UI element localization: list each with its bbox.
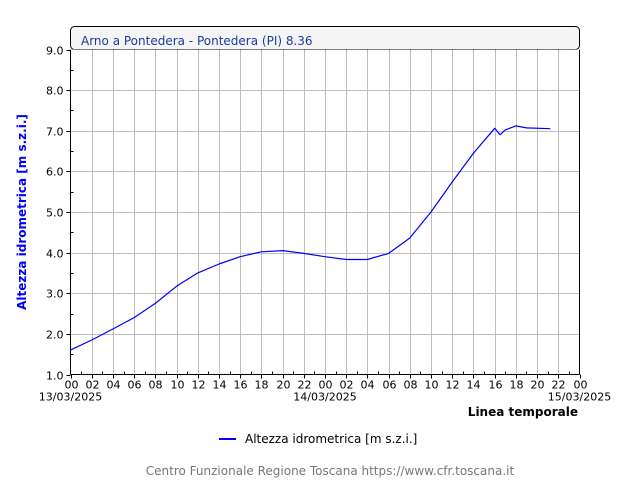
x-date-label: 15/03/2025 (548, 391, 611, 404)
y-tick-label: 6.0 (46, 166, 64, 179)
x-tick-label: 20 (531, 379, 545, 392)
axes: 00 02 04 06 08 10 12 14 16 18 20 22 00 02 04 06 08 10 12 14… (39, 45, 611, 404)
x-tick-label: 02 (86, 379, 100, 392)
x-tick-label: 16 (489, 379, 503, 392)
y-tick-label: 8.0 (46, 85, 64, 98)
y-tick-label: 4.0 (46, 248, 64, 261)
footer-credit: Centro Funzionale Regione Toscana https:… (146, 464, 515, 478)
x-tick-label: 12 (446, 379, 460, 392)
x-tick-label: 10 (171, 379, 185, 392)
x-date-label: 14/03/2025 (293, 391, 356, 404)
x-tick-label: 18 (255, 379, 269, 392)
x-tick-label: 08 (149, 379, 163, 392)
x-tick-label: 06 (383, 379, 397, 392)
x-tick-label: 00 (65, 379, 79, 392)
y-tick-label: 5.0 (46, 207, 64, 220)
x-tick-label: 14 (467, 379, 481, 392)
x-tick-label: 20 (277, 379, 291, 392)
x-tick-label: 08 (404, 379, 418, 392)
y-axis-label: Altezza idrometrica [m s.z.i.] (15, 114, 29, 310)
x-tick-label: 18 (510, 379, 524, 392)
y-tick-label: 2.0 (46, 329, 64, 342)
series (70, 125, 551, 351)
y-tick-label: 1.0 (46, 370, 64, 383)
x-tick-label: 04 (107, 379, 121, 392)
x-tick-label: 14 (213, 379, 227, 392)
x-tick-label: 16 (234, 379, 248, 392)
x-axis-label: Linea temporale (468, 405, 578, 419)
x-date-label: 13/03/2025 (39, 391, 102, 404)
x-tick-label: 04 (361, 379, 375, 392)
x-tick-label: 00 (319, 379, 333, 392)
x-tick-label: 12 (192, 379, 206, 392)
x-tick-label: 06 (128, 379, 142, 392)
x-tick-label: 02 (340, 379, 354, 392)
x-tick-label: 10 (425, 379, 439, 392)
series-line-0 (70, 125, 551, 351)
chart-title: Arno a Pontedera - Pontedera (PI) 8.36 (81, 34, 313, 48)
x-tick-label: 22 (552, 379, 566, 392)
x-tick-label: 22 (298, 379, 312, 392)
x-tick-label: 00 (574, 379, 588, 392)
grid (70, 49, 580, 375)
legend-label: Altezza idrometrica [m s.z.i.] (245, 432, 417, 446)
y-tick-label: 7.0 (46, 126, 64, 139)
y-tick-label: 3.0 (46, 288, 64, 301)
y-tick-label: 9.0 (46, 45, 64, 58)
